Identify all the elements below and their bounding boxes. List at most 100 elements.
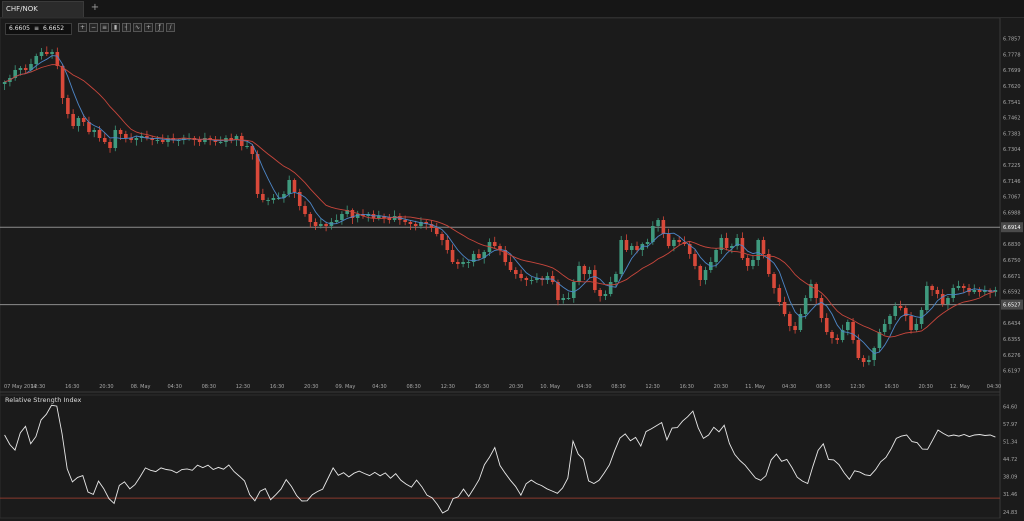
price-tick-label: 6.7383 <box>1003 131 1021 137</box>
x-tick-label: 12:30 <box>850 384 864 390</box>
x-tick-label: 10. May <box>540 384 560 390</box>
candle-body <box>793 326 797 330</box>
candle-body <box>751 260 755 266</box>
candle-body <box>471 254 476 262</box>
candle-body <box>635 246 639 250</box>
rsi-tick-label: 44.72 <box>1003 457 1017 463</box>
candle-body <box>87 122 91 132</box>
candle-body <box>798 314 803 330</box>
candle-body <box>345 210 349 214</box>
candle-body <box>714 250 718 262</box>
candle-body <box>777 288 782 302</box>
rsi-tick-label: 57.97 <box>1003 422 1017 428</box>
candle-body <box>645 242 650 244</box>
line-icon[interactable]: ∿ <box>133 23 142 32</box>
candle-body <box>197 140 202 142</box>
candle-body <box>266 200 270 201</box>
candle-body <box>450 250 455 262</box>
x-tick-label: 12:30 <box>441 384 455 390</box>
candles-icon[interactable]: ▮ <box>111 23 120 32</box>
candle-body <box>340 214 344 220</box>
candle-body <box>935 290 940 294</box>
zoom-out-icon[interactable]: − <box>89 23 98 32</box>
candle-body <box>308 214 313 222</box>
chart-type-icon[interactable]: ≡ <box>100 23 109 32</box>
candle-body <box>60 66 65 98</box>
x-tick-label: 04:30 <box>372 384 386 390</box>
candle-body <box>614 274 618 282</box>
price-tick-label: 6.6276 <box>1003 353 1021 359</box>
candle-body <box>155 140 160 141</box>
bars-icon[interactable]: ┤ <box>122 23 131 32</box>
candle-body <box>566 298 571 299</box>
candle-body <box>577 266 581 282</box>
rsi-panel-title: Relative Strength Index <box>5 396 82 404</box>
candle-body <box>514 270 518 274</box>
candle-body <box>930 286 934 290</box>
price-level-label: 6.6527 <box>1003 303 1021 309</box>
candle-body <box>92 130 97 132</box>
candle-body <box>603 294 608 296</box>
candle-body <box>946 298 950 304</box>
candle-body <box>524 278 529 280</box>
candle-body <box>598 290 602 296</box>
crosshair-icon[interactable]: + <box>144 23 153 32</box>
candle-body <box>914 324 919 330</box>
ma_slow-line <box>4 64 996 338</box>
candle-body <box>34 56 39 64</box>
candle-body <box>571 282 576 298</box>
candle-body <box>203 138 207 142</box>
candle-body <box>218 142 223 143</box>
draw-icon[interactable]: / <box>166 23 175 32</box>
candle-body <box>656 220 660 226</box>
candle-body <box>382 216 386 218</box>
x-tick-label: 20:30 <box>304 384 318 390</box>
x-tick-label: 04:30 <box>167 384 181 390</box>
candle-body <box>619 240 624 274</box>
candle-body <box>18 68 23 70</box>
candle-body <box>719 238 724 250</box>
candle-body <box>503 250 508 262</box>
candle-body <box>761 240 766 254</box>
zoom-in-icon[interactable]: + <box>78 23 87 32</box>
candle-body <box>482 252 486 258</box>
candle-body <box>983 290 987 292</box>
add-tab-button[interactable]: + <box>90 2 100 13</box>
candle-body <box>903 308 908 316</box>
price-tick-label: 6.7857 <box>1003 37 1021 43</box>
candle-body <box>529 280 534 281</box>
chart-area[interactable]: 6.7857 6.7778 6.7699 6.7620 6.7541 6.7462 6.73… <box>0 18 1024 521</box>
candle-body <box>313 222 318 226</box>
candle-body <box>134 138 139 140</box>
candle-body <box>677 240 681 242</box>
candle-body <box>782 302 787 314</box>
candle-body <box>756 240 761 260</box>
candle-body <box>245 146 249 147</box>
indicators-icon[interactable]: ƒ <box>155 23 164 32</box>
candle-body <box>440 234 444 240</box>
price-tick-label: 6.7541 <box>1003 100 1021 106</box>
candle-body <box>81 118 86 122</box>
candle-body <box>803 298 808 314</box>
candle-body <box>160 140 165 142</box>
candle-body <box>419 222 423 226</box>
rsi-tick-label: 24.83 <box>1003 510 1017 516</box>
candle-body <box>830 332 834 338</box>
candle-body <box>608 282 613 294</box>
price-tick-label: 6.6750 <box>1003 258 1021 264</box>
candle-body <box>593 270 597 290</box>
tab-chf-nok[interactable]: CHF/NOK <box>2 1 84 17</box>
price-tick-label: 6.7778 <box>1003 52 1021 58</box>
candle-body <box>55 52 60 66</box>
candle-body <box>824 318 829 332</box>
candle-body <box>846 322 850 330</box>
candle-body <box>582 266 587 274</box>
candle-body <box>23 68 28 70</box>
candle-body <box>424 222 429 224</box>
candle-body <box>350 210 355 218</box>
candle-body <box>429 224 434 228</box>
candle-body <box>29 64 33 70</box>
candle-body <box>413 224 418 226</box>
candle-body <box>925 286 929 310</box>
candle-body <box>334 220 339 222</box>
